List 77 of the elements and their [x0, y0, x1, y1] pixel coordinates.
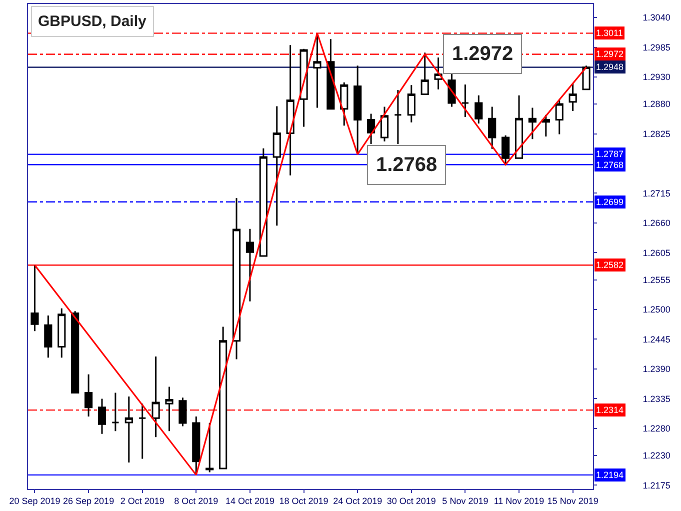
- ref-line-label: 1.3011: [596, 28, 623, 38]
- y-tick-label: 1.3040: [642, 12, 670, 23]
- ref-line-label: 1.2194: [596, 470, 624, 480]
- y-tick-label: 1.2605: [642, 248, 670, 258]
- ref-line-label: 1.2948: [596, 62, 624, 72]
- candlestick: [286, 44, 294, 176]
- x-tick-label: 5 Nov 2019: [442, 496, 488, 506]
- candlestick: [407, 84, 416, 124]
- y-tick-label: 1.2390: [642, 364, 670, 374]
- candlestick: [555, 99, 564, 136]
- text: GBPUSD, Daily: [38, 13, 148, 30]
- candlestick: [366, 113, 376, 145]
- candlestick: [206, 422, 214, 473]
- candlestick: [219, 326, 228, 470]
- candlestick: [152, 356, 160, 438]
- y-tick-label: 1.2230: [642, 450, 670, 461]
- candlestick: [502, 134, 510, 166]
- ref-line-label: 1.2768: [596, 160, 624, 170]
- candlestick: [326, 38, 335, 110]
- annotation: 1.2768: [376, 154, 438, 176]
- y-tick-label: 1.2335: [642, 394, 670, 404]
- candlestick: [528, 107, 537, 140]
- y-tick-label: 1.2930: [642, 72, 670, 82]
- x-tick-label: 11 Nov 2019: [494, 496, 544, 506]
- candlestick: [98, 398, 106, 435]
- candlestick: [514, 94, 524, 159]
- candlestick: [542, 114, 550, 138]
- x-tick-label: 20 Sep 2019: [9, 496, 60, 506]
- y-tick-label: 1.2660: [642, 218, 670, 228]
- candlestick: [420, 52, 429, 96]
- x-tick-label: 24 Oct 2019: [333, 496, 382, 506]
- x-tick-label: 14 Oct 2019: [225, 496, 274, 506]
- candlestick: [394, 89, 402, 145]
- x-tick-label: 2 Oct 2019: [120, 496, 164, 506]
- y-tick-label: 1.2985: [642, 42, 670, 52]
- candlestick: [58, 308, 66, 358]
- ref-line-label: 1.2787: [596, 149, 624, 159]
- candlestick: [354, 64, 362, 156]
- candlestick: [165, 386, 174, 432]
- candlestick: [71, 310, 80, 394]
- candlestick: [582, 64, 590, 91]
- x-tick-label: 15 Nov 2019: [547, 496, 598, 506]
- ref-line-label: 1.2314: [596, 405, 624, 415]
- x-tick-label: 26 Sep 2019: [63, 496, 114, 506]
- y-tick-label: 1.2445: [642, 334, 670, 344]
- candlestick: [474, 94, 483, 124]
- y-tick-label: 1.2715: [642, 188, 670, 198]
- x-tick-label: 30 Oct 2019: [386, 496, 436, 506]
- candlestick: [340, 82, 348, 126]
- ref-line-label: 1.2699: [596, 197, 624, 207]
- candlestick: [178, 396, 187, 428]
- y-tick-label: 1.2500: [642, 304, 670, 315]
- candlestick: [568, 82, 577, 112]
- candlestick: [246, 228, 254, 302]
- y-tick-label: 1.2280: [642, 424, 670, 434]
- y-tick-label: 1.2555: [642, 274, 670, 285]
- candlestick: [232, 197, 241, 360]
- candlestick: [111, 392, 120, 432]
- ref-line-label: 1.2972: [596, 49, 624, 59]
- candlestick: [84, 374, 93, 418]
- ref-line-label: 1.2582: [596, 260, 624, 270]
- candlestick: [380, 106, 389, 142]
- x-tick-label: 8 Oct 2019: [174, 496, 218, 506]
- candlestick: [44, 314, 52, 358]
- candlestick: [488, 106, 496, 150]
- candlestick: [461, 84, 470, 118]
- candlestick: [124, 396, 133, 464]
- candlestick: [30, 264, 39, 332]
- candlestick: [138, 402, 146, 460]
- candlestick: [192, 416, 200, 476]
- x-tick-label: 18 Oct 2019: [279, 496, 328, 506]
- y-tick-label: 1.2175: [642, 480, 670, 490]
- candlestick: [272, 105, 281, 226]
- candlestick: [259, 148, 268, 257]
- annotation: 1.2972: [452, 43, 514, 65]
- y-tick-label: 1.2825: [642, 128, 670, 139]
- y-tick-label: 1.2880: [642, 99, 670, 110]
